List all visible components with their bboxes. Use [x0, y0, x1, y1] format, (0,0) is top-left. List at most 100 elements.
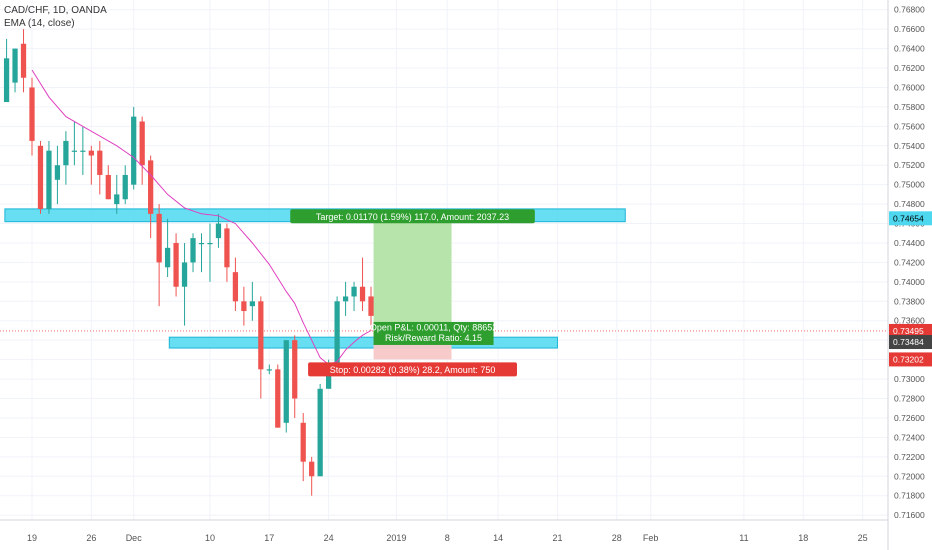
price-tag-text: 0.73202 — [893, 354, 924, 364]
price-tick-label: 0.74800 — [894, 199, 925, 209]
support-resistance-zones[interactable] — [4, 208, 626, 349]
price-tick-label: 0.74000 — [894, 277, 925, 287]
position-labels: Target: 0.01170 (1.59%) 117.0, Amount: 2… — [290, 209, 535, 377]
price-tick-label: 0.76000 — [894, 82, 925, 92]
time-tick-label: Dec — [126, 533, 143, 543]
candle-body — [368, 296, 374, 316]
price-tag-bg — [889, 335, 932, 350]
price-tag: 0.74654 — [889, 211, 932, 226]
price-tick-label: 0.72200 — [894, 452, 925, 462]
indicator-title[interactable]: EMA (14, close) — [4, 18, 75, 29]
price-tag: 0.73495 — [889, 323, 932, 338]
target-label-text: Target: 0.01170 (1.59%) 117.0, Amount: 2… — [316, 212, 509, 222]
time-tick-label: 17 — [264, 533, 274, 543]
candle-body — [63, 140, 69, 166]
price-tick-label: 0.73600 — [894, 316, 925, 326]
price-tag: 0.73484 — [889, 335, 932, 350]
price-tick-label: 0.74200 — [894, 257, 925, 267]
candle-body — [190, 238, 196, 263]
candle-body — [46, 150, 52, 209]
price-tag-text: 0.74654 — [893, 213, 924, 223]
candle-body — [224, 228, 230, 268]
candle-body — [114, 194, 120, 205]
price-tick-label: 0.75400 — [894, 141, 925, 151]
pnl-box: Open P&L: 0.00011, Qty: 88652Risk/Reward… — [370, 321, 497, 345]
long-position-tool[interactable] — [0, 218, 888, 360]
candle-body — [122, 174, 128, 200]
candle-body — [54, 165, 61, 180]
price-tick-label: 0.73000 — [894, 374, 925, 384]
candle-body — [232, 272, 239, 302]
chart-legend: CAD/CHF, 1D, OANDA EMA (14, close) — [4, 4, 107, 30]
candle-body — [105, 174, 111, 200]
price-tick-label: 0.74400 — [894, 238, 925, 248]
price-tick-label: 0.72400 — [894, 432, 925, 442]
time-tick-label: 10 — [205, 533, 215, 543]
price-tick-label: 0.75200 — [894, 160, 925, 170]
time-axis[interactable]: 19 26 Dec 10 17 24 2019 8 14 21 28 Feb 11 18 25 — [0, 519, 888, 543]
time-tick-label: 21 — [552, 533, 562, 543]
zone-rect-2[interactable] — [168, 336, 558, 349]
candle-body — [215, 223, 222, 239]
target-area[interactable] — [373, 218, 452, 331]
price-axis[interactable]: 0.76800 0.76600 0.76400 0.76200 0.76000 0.758… — [887, 0, 932, 550]
candle-body — [300, 422, 306, 462]
price-tick-label: 0.76400 — [894, 44, 925, 54]
candle-body — [266, 369, 272, 371]
time-tick-label: 11 — [739, 533, 748, 543]
price-tick-label: 0.72600 — [894, 413, 925, 423]
time-tick-label: 25 — [858, 533, 868, 543]
price-tick-label: 0.75600 — [894, 121, 925, 131]
ema-line — [31, 69, 372, 366]
time-tick-label: 19 — [27, 533, 37, 543]
target-label: Target: 0.01170 (1.59%) 117.0, Amount: 2… — [290, 209, 535, 224]
price-tick-label: 0.75000 — [894, 180, 925, 190]
stop-label: Stop: 0.00282 (0.38%) 28.2, Amount: 750 — [308, 362, 517, 377]
stop-label-bg — [308, 362, 517, 377]
stop-label-text: Stop: 0.00282 (0.38%) 28.2, Amount: 750 — [330, 365, 496, 375]
price-tick-label: 0.71800 — [894, 491, 925, 501]
candle-body — [334, 301, 340, 365]
time-tick-label: 18 — [798, 533, 808, 543]
candle-body — [309, 461, 315, 477]
price-tag-bg — [889, 352, 932, 367]
candle-body — [326, 364, 332, 389]
price-tick-label: 0.72800 — [894, 394, 925, 404]
candle-body — [241, 301, 247, 312]
candle-body — [148, 160, 154, 214]
candle-body — [275, 369, 281, 428]
price-tag-text: 0.73484 — [893, 337, 924, 347]
candle-body — [37, 145, 44, 209]
price-tick-label: 0.73800 — [894, 296, 925, 306]
time-tick-label: 14 — [493, 533, 503, 543]
candle-body — [181, 262, 188, 287]
candle-body — [198, 242, 205, 245]
candle-body — [173, 242, 179, 287]
price-tick-label: 0.76800 — [894, 5, 925, 15]
candle-body — [156, 213, 162, 263]
candle-body — [131, 116, 137, 185]
time-tick-label: 8 — [445, 533, 450, 543]
rr-label: Risk/Reward Ratio: 4.15 — [385, 333, 482, 343]
target-label-bg — [290, 209, 535, 224]
candle-body — [283, 340, 289, 423]
price-tick-label: 0.72000 — [894, 471, 925, 481]
candle-body — [164, 247, 171, 268]
candle-body — [292, 340, 298, 399]
candle-body — [71, 150, 78, 152]
time-tick-label: Feb — [643, 533, 659, 543]
candle-body — [139, 121, 145, 166]
time-tick-label: 26 — [86, 533, 96, 543]
candle-body — [80, 150, 86, 152]
candle-body — [29, 87, 35, 141]
time-tick-label: 28 — [612, 533, 622, 543]
pnl-box-bg — [373, 321, 494, 345]
candle-body — [88, 150, 94, 156]
candle-body — [351, 286, 357, 297]
candle-body — [342, 296, 349, 302]
candle-body — [317, 388, 323, 477]
time-tick-label: 24 — [324, 533, 334, 543]
symbol-title[interactable]: CAD/CHF, 1D, OANDA — [4, 5, 107, 16]
candle-body — [207, 242, 213, 245]
